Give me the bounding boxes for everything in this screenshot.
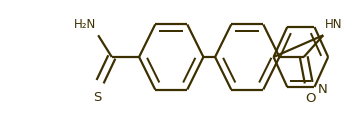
Text: S: S [93, 90, 101, 103]
Text: HN: HN [325, 18, 343, 31]
Text: N: N [317, 83, 327, 96]
Text: H₂N: H₂N [74, 18, 96, 31]
Text: O: O [305, 91, 316, 104]
